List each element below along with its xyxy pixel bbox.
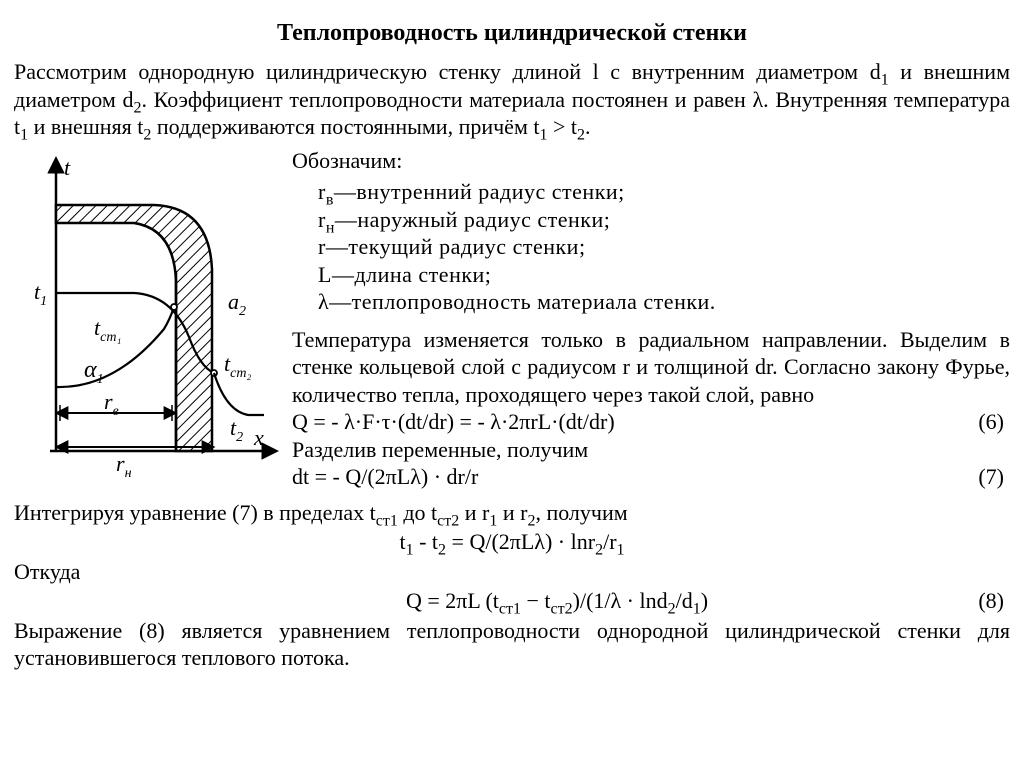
def-rn: rн—наружный радиус стенки; — [318, 206, 1010, 234]
label-a1: α1 — [84, 357, 104, 387]
figure-container: t x t1 tст₁ a2 α1 tст₂ t2 — [14, 147, 284, 488]
definitions-list: rв—внутренний радиус стенки; rн—наружный… — [292, 178, 1010, 316]
equation-7: dt = - Q/(2πLλ) · dr/r — [292, 463, 970, 491]
label-rn: rн — [116, 451, 132, 481]
label-x-axis: x — [253, 425, 264, 450]
label-tc2: tст₂ — [224, 351, 251, 381]
def-heading: Обозначим: — [292, 147, 1010, 175]
diagram-svg: t x t1 tст₁ a2 α1 tст₂ t2 — [14, 151, 284, 481]
page-title: Теплопроводность цилиндрической стенки — [14, 18, 1010, 48]
def-r: r—текущий радиус стенки; — [318, 233, 1010, 261]
equation-8-number: (8) — [940, 587, 1010, 615]
equation-7-number: (7) — [970, 463, 1010, 491]
conclusion-text: Выражение (8) является уравнением теплоп… — [14, 617, 1010, 672]
equation-after-integration: t1 - t2 = Q/(2πLλ) · lnr2/r1 — [14, 528, 1010, 556]
integrate-text: Интегрируя уравнение (7) в пределах tст1… — [14, 499, 1010, 527]
label-t1: t1 — [34, 279, 47, 309]
whence-text: Откуда — [14, 558, 1010, 586]
separate-vars-text: Разделив переменные, получим — [292, 436, 1010, 464]
label-a2: a2 — [228, 289, 246, 319]
equation-8: Q = 2πL (tст1 − tст2)/(1/λ · lnd2/d1) — [14, 587, 940, 615]
def-l: L—длина стенки; — [318, 261, 1010, 289]
def-rv: rв—внутренний радиус стенки; — [318, 178, 1010, 206]
equation-6-number: (6) — [970, 408, 1010, 436]
label-t2: t2 — [230, 415, 243, 445]
intro-paragraph: Рассмотрим однородную цилиндрическую сте… — [14, 58, 1010, 141]
label-tc1: tст₁ — [94, 315, 121, 345]
label-t-axis: t — [64, 155, 71, 180]
physics-paragraph: Температура изменяется только в радиальн… — [292, 326, 1010, 409]
label-rv: rв — [104, 389, 119, 419]
equation-6: Q = - λ·F·τ·(dt/dr) = - λ·2πrL·(dt/dr) — [292, 408, 970, 436]
def-lambda: λ—теплопроводность материала стенки. — [318, 288, 1010, 316]
